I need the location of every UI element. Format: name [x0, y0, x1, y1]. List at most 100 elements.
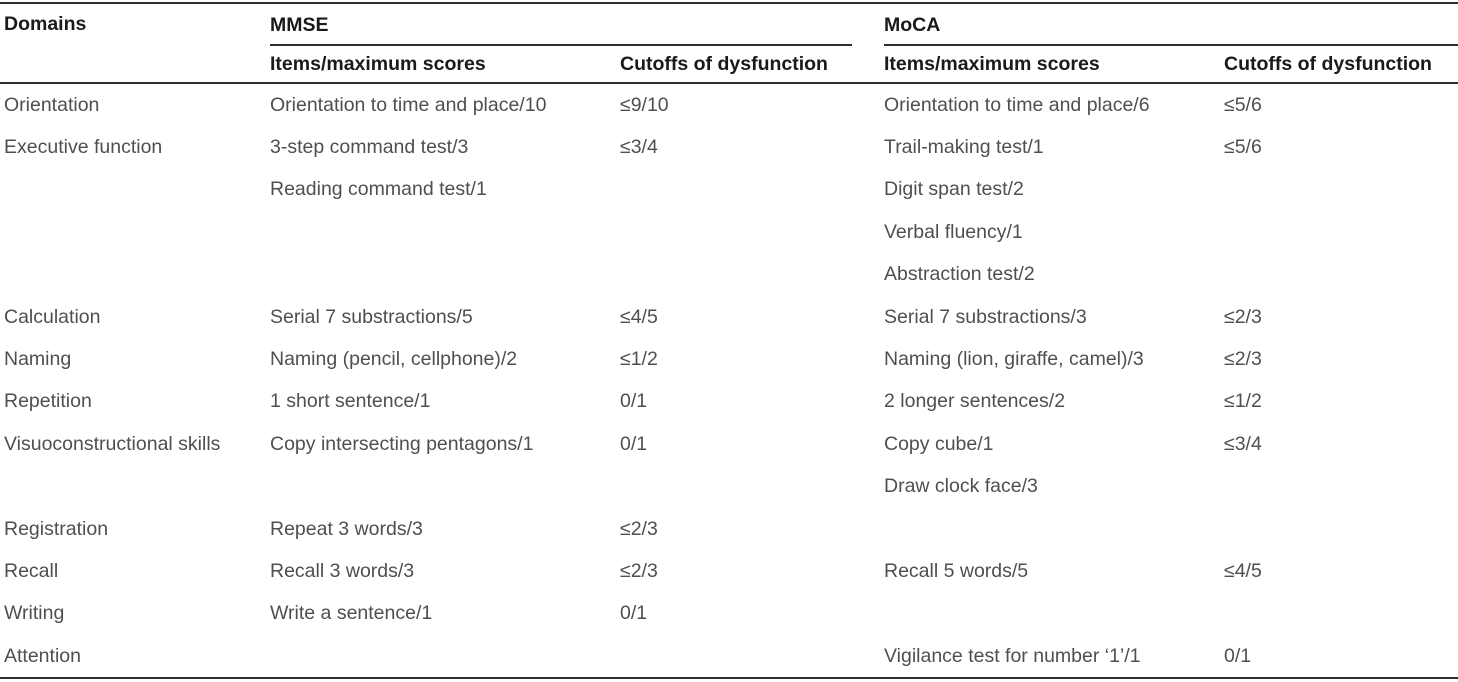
domain-cell [0, 211, 270, 253]
table-row: Calculation Serial 7 substractions/5 ≤4/5 S… [0, 296, 1458, 338]
mmse-cutoff-cell [620, 466, 884, 508]
col-header-moca-cutoffs: Cutoffs of dysfunction [1224, 46, 1458, 84]
table-row: Writing Write a sentence/1 0/1 [0, 593, 1458, 635]
moca-item-cell: Naming (lion, giraffe, camel)/3 [884, 348, 1144, 371]
moca-cutoff-cell [1224, 169, 1458, 211]
header-group-row: Domains MMSE MoCA [0, 3, 1458, 84]
moca-item-cell: Serial 7 substractions/3 [884, 305, 1087, 328]
mmse-item-cell: Write a sentence/1 [270, 602, 433, 625]
mmse-item-cell: Serial 7 substractions/5 [270, 305, 473, 328]
mmse-cutoff-cell [620, 635, 884, 678]
moca-cutoff-cell: ≤3/4 [1224, 432, 1262, 455]
table-row: Repetition 1 short sentence/1 0/1 2 longer … [0, 381, 1458, 423]
table-body: Orientation Orientation to time and place… [0, 83, 1458, 678]
mmse-cutoff-cell: ≤3/4 [620, 136, 658, 159]
mmse-cutoff-cell: ≤2/3 [620, 559, 658, 582]
moca-cutoff-cell: ≤2/3 [1224, 348, 1262, 371]
moca-cutoff-cell [1224, 211, 1458, 253]
table-row: Naming Naming (pencil, cellphone)/2 ≤1/2 Na… [0, 338, 1458, 380]
col-group-moca: MoCA [884, 3, 1458, 46]
mmse-item-cell [270, 211, 620, 253]
moca-item-cell: Copy cube/1 [884, 432, 994, 455]
domain-cell [0, 254, 270, 296]
moca-cutoff-cell [1224, 508, 1458, 550]
moca-item-cell: 2 longer sentences/2 [884, 390, 1066, 413]
mmse-cutoff-cell: 0/1 [620, 602, 648, 625]
mmse-item-cell [270, 635, 620, 678]
moca-item-cell: Trail-making test/1 [884, 136, 1044, 159]
table-row: Orientation Orientation to time and place… [0, 83, 1458, 126]
table-row: Attention Vigilance test for number ‘1’/1… [0, 635, 1458, 678]
mmse-cutoff-cell: ≤1/2 [620, 348, 658, 371]
mmse-item-cell: Reading command test/1 [270, 178, 487, 201]
moca-item-cell: Vigilance test for number ‘1’/1 [884, 644, 1141, 667]
domain-cell: Visuoconstructional skills [4, 432, 221, 455]
moca-cutoff-cell: ≤4/5 [1224, 559, 1262, 582]
mmse-item-cell: Orientation to time and place/10 [270, 93, 547, 116]
col-header-mmse-cutoffs: Cutoffs of dysfunction [620, 46, 884, 84]
moca-cutoff-cell: ≤5/6 [1224, 93, 1262, 116]
mmse-cutoff-cell: 0/1 [620, 432, 648, 455]
moca-item-cell: Draw clock face/3 [884, 475, 1038, 498]
moca-cutoff-cell [1224, 466, 1458, 508]
domain-cell: Orientation [4, 93, 100, 116]
moca-group-label: MoCA [884, 13, 941, 36]
moca-cutoff-cell: ≤5/6 [1224, 136, 1262, 159]
moca-item-cell: Orientation to time and place/6 [884, 93, 1150, 116]
moca-item-cell: Recall 5 words/5 [884, 559, 1029, 582]
table-row: Recall Recall 3 words/3 ≤2/3 Recall 5 words… [0, 550, 1458, 592]
mmse-cutoff-cell [620, 169, 884, 211]
mmse-item-cell: 1 short sentence/1 [270, 390, 431, 413]
mmse-item-cell: Naming (pencil, cellphone)/2 [270, 348, 518, 371]
mmse-item-cell [270, 254, 620, 296]
mmse-item-cell: 3-step command test/3 [270, 136, 469, 159]
moca-cutoff-cell: ≤2/3 [1224, 305, 1262, 328]
table-header: Domains MMSE MoCA Items/maximum scores C… [0, 3, 1458, 84]
mmse-group-label: MMSE [270, 13, 329, 36]
moca-item-cell [884, 508, 1224, 550]
domain-cell: Registration [4, 517, 109, 540]
domain-cell [0, 466, 270, 508]
mmse-cutoff-cell: ≤9/10 [620, 93, 669, 116]
mmse-item-cell [270, 466, 620, 508]
domain-cell: Attention [4, 644, 81, 667]
table-row: Draw clock face/3 [0, 466, 1458, 508]
mmse-cutoff-cell: ≤2/3 [620, 517, 658, 540]
table-row: Visuoconstructional skills Copy intersect… [0, 423, 1458, 465]
table-row: Verbal fluency/1 [0, 211, 1458, 253]
mmse-cutoff-cell [620, 254, 884, 296]
domain-cell: Repetition [4, 390, 92, 413]
moca-spanner-rule [884, 44, 1458, 46]
moca-cutoff-cell [1224, 593, 1458, 635]
mmse-spanner-rule [270, 44, 852, 46]
mmse-item-cell: Recall 3 words/3 [270, 559, 415, 582]
col-header-domains: Domains [0, 3, 270, 84]
domain-cell: Naming [4, 348, 72, 371]
domain-cell [0, 169, 270, 211]
mmse-cutoff-cell [620, 211, 884, 253]
table-row: Executive function 3-step command test/3 ≤… [0, 126, 1458, 168]
table-row: Registration Repeat 3 words/3 ≤2/3 [0, 508, 1458, 550]
mmse-cutoff-cell: ≤4/5 [620, 305, 658, 328]
moca-cutoff-cell [1224, 254, 1458, 296]
moca-item-cell [884, 593, 1224, 635]
col-header-mmse-items: Items/maximum scores [270, 46, 620, 84]
domain-cell: Recall [4, 559, 59, 582]
domain-cell: Calculation [4, 305, 101, 328]
table-row: Abstraction test/2 [0, 254, 1458, 296]
domain-cell: Executive function [4, 136, 163, 159]
moca-cutoff-cell: ≤1/2 [1224, 390, 1262, 413]
mmse-cutoff-cell: 0/1 [620, 390, 648, 413]
col-header-moca-items: Items/maximum scores [884, 46, 1224, 84]
table-row: Reading command test/1 Digit span test/2 [0, 169, 1458, 211]
moca-item-cell: Verbal fluency/1 [884, 220, 1023, 243]
domain-cell: Writing [4, 602, 65, 625]
moca-item-cell: Abstraction test/2 [884, 263, 1035, 286]
mmse-item-cell: Repeat 3 words/3 [270, 517, 423, 540]
col-group-mmse: MMSE [270, 3, 884, 46]
moca-item-cell: Digit span test/2 [884, 178, 1024, 201]
header-sub-row: Items/maximum scores Cutoffs of dysfunct… [0, 46, 1458, 84]
moca-cutoff-cell: 0/1 [1224, 644, 1252, 667]
mmse-item-cell: Copy intersecting pentagons/1 [270, 432, 534, 455]
